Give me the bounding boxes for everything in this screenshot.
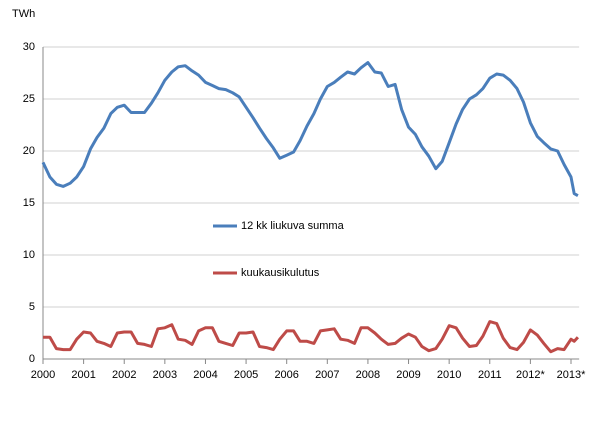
series-line (41, 61, 579, 198)
y-axis-label: TWh (12, 8, 35, 20)
y-tick-label: 30 (23, 41, 35, 53)
x-tick-label: 2013* (557, 369, 586, 381)
x-tick-label: 2012* (516, 369, 545, 381)
y-tick-label: 15 (23, 197, 35, 209)
x-tick-label: 2011 (478, 369, 502, 381)
y-tick-label: 10 (23, 249, 35, 261)
x-tick-label: 2006 (274, 369, 298, 381)
legend-label: 12 kk liukuva summa (241, 220, 345, 232)
x-tick-label: 2010 (437, 369, 461, 381)
x-tick-label: 2003 (153, 369, 177, 381)
y-tick-label: 0 (29, 353, 35, 365)
x-tick-label: 2005 (234, 369, 258, 381)
x-tick-label: 2002 (112, 369, 136, 381)
legend-label: kuukausikulutus (241, 267, 320, 279)
series-line (43, 320, 580, 354)
x-tick-label: 2004 (193, 369, 217, 381)
y-tick-label: 20 (23, 145, 35, 157)
y-tick-label: 5 (29, 301, 35, 313)
x-tick-label: 2007 (315, 369, 339, 381)
y-tick-label: 25 (23, 93, 35, 105)
x-tick-label: 2001 (71, 369, 95, 381)
x-tick-label: 2000 (31, 369, 55, 381)
x-tick-label: 2009 (396, 369, 420, 381)
x-tick-label: 2008 (356, 369, 380, 381)
